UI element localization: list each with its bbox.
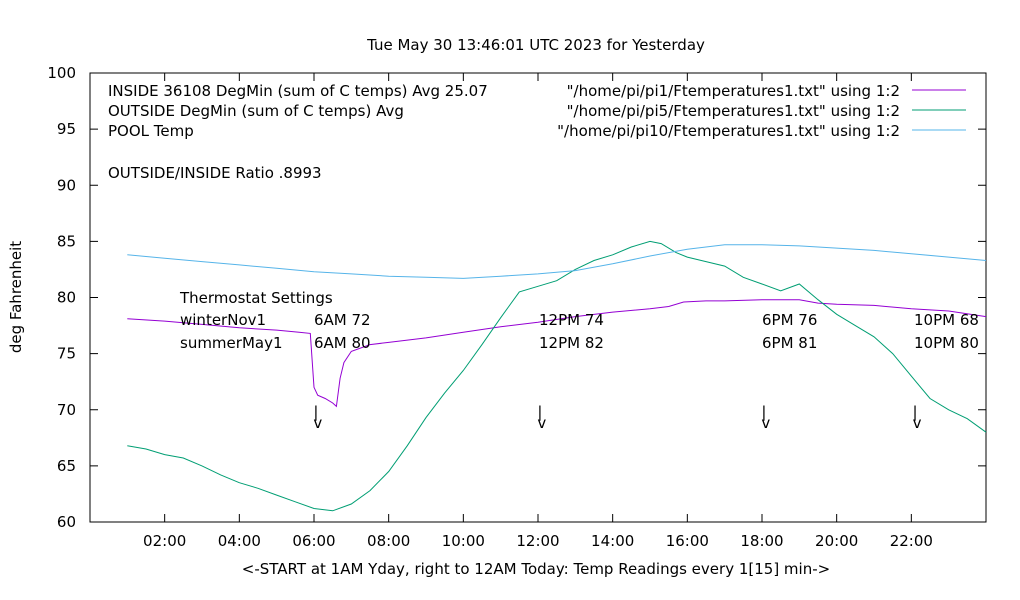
x-tick-label: 08:00 xyxy=(367,532,410,550)
time-marker-bar: | xyxy=(537,403,542,421)
x-tick-label: 02:00 xyxy=(143,532,186,550)
time-marker-arrow: v xyxy=(313,414,322,432)
y-tick-label: 85 xyxy=(57,232,76,250)
legend-source-2: "/home/pi/pi10/Ftemperatures1.txt" using… xyxy=(557,122,900,140)
time-marker-arrow: v xyxy=(761,414,770,432)
y-tick-label: 95 xyxy=(57,120,76,138)
series-line-1 xyxy=(127,240,987,512)
x-tick-label: 12:00 xyxy=(516,532,559,550)
thermostat-setting: 6PM 81 xyxy=(762,334,817,352)
y-tick-label: 60 xyxy=(57,513,76,531)
legend: INSIDE 36108 DegMin (sum of C temps) Avg… xyxy=(108,82,966,140)
chart-title: Tue May 30 13:46:01 UTC 2023 for Yesterd… xyxy=(366,36,705,54)
legend-name-0: INSIDE 36108 DegMin (sum of C temps) Avg… xyxy=(108,82,488,100)
x-tick-label: 18:00 xyxy=(740,532,783,550)
x-tick-label: 06:00 xyxy=(292,532,335,550)
thermostat-setting: 12PM 82 xyxy=(539,334,604,352)
thermostat-title: Thermostat Settings xyxy=(179,289,333,307)
thermostat-row-name: winterNov1 xyxy=(180,311,266,329)
time-marker-arrow: v xyxy=(913,414,922,432)
y-tick-label: 80 xyxy=(57,289,76,307)
x-axis-label: <-START at 1AM Yday, right to 12AM Today… xyxy=(242,560,830,578)
thermostat-setting: 6AM 72 xyxy=(314,311,371,329)
x-tick-label: 22:00 xyxy=(890,532,933,550)
time-marker-bar: | xyxy=(313,403,318,421)
thermostat-row-name: summerMay1 xyxy=(180,334,283,352)
thermostat-setting: 12PM 74 xyxy=(539,311,604,329)
y-tick-label: 75 xyxy=(57,345,76,363)
y-tick-label: 70 xyxy=(57,401,76,419)
x-tick-label: 04:00 xyxy=(218,532,261,550)
thermostat-setting: 10PM 80 xyxy=(914,334,979,352)
legend-name-2: POOL Temp xyxy=(108,122,194,140)
thermostat-setting: 6PM 76 xyxy=(762,311,817,329)
y-tick-label: 90 xyxy=(57,176,76,194)
thermostat-setting: 6AM 80 xyxy=(314,334,371,352)
legend-source-1: "/home/pi/pi5/Ftemperatures1.txt" using … xyxy=(567,102,900,120)
time-marker-bar: | xyxy=(913,403,918,421)
x-tick-label: 16:00 xyxy=(666,532,709,550)
x-tick-label: 20:00 xyxy=(815,532,858,550)
x-tick-label: 10:00 xyxy=(442,532,485,550)
time-marker-bar: | xyxy=(761,403,766,421)
legend-source-0: "/home/pi/pi1/Ftemperatures1.txt" using … xyxy=(567,82,900,100)
y-tick-label: 65 xyxy=(57,457,76,475)
y-tick-label: 100 xyxy=(47,64,76,82)
axis-ticks: 60 65 70 75 80 85 90 95 100 02:00 04:00 06:00 08:00 1… xyxy=(47,64,986,550)
x-tick-label: 14:00 xyxy=(591,532,634,550)
legend-name-1: OUTSIDE DegMin (sum of C temps) Avg xyxy=(108,102,404,120)
ratio-text: OUTSIDE/INSIDE Ratio .8993 xyxy=(108,164,322,182)
thermostat-setting: 10PM 68 xyxy=(914,311,979,329)
series-line-2 xyxy=(127,244,987,279)
annotations: OUTSIDE/INSIDE Ratio .8993 Thermostat Set… xyxy=(108,164,979,432)
series-layer xyxy=(127,240,987,512)
y-axis-label: deg Fahrenheit xyxy=(7,241,25,353)
time-marker-arrow: v xyxy=(537,414,546,432)
series-line-0 xyxy=(127,299,987,408)
